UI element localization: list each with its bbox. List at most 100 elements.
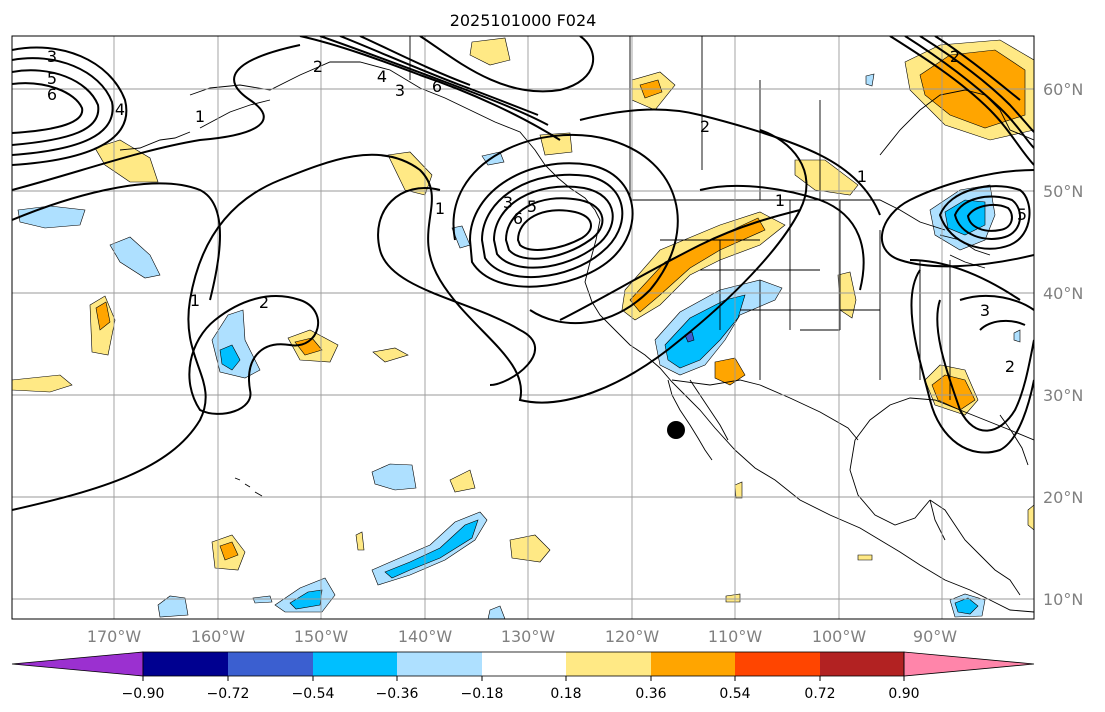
- colorbar-segment: [228, 652, 313, 676]
- map-frame: [11, 35, 1035, 620]
- contour-label: 2: [259, 293, 269, 312]
- negative-area-pacific-1: [109, 236, 161, 279]
- contour-label: 5: [47, 69, 57, 88]
- lat-tick-label: 60°N: [1043, 80, 1083, 99]
- north-america-west-coast: [584, 219, 1034, 613]
- colorbar-tick-label: 0.90: [888, 686, 919, 702]
- positive-area-pacific-w2-core: [294, 337, 323, 356]
- contour-west-us: [559, 209, 801, 321]
- contour-east-2: [936, 299, 1034, 432]
- colorbar-tick-label: 0.72: [804, 686, 835, 702]
- location-marker: [667, 421, 685, 439]
- canada-provinces: [409, 36, 821, 200]
- contour-nw-4: [12, 82, 84, 134]
- contour-nw-3: [12, 69, 100, 146]
- colorbar-segment: [735, 652, 820, 676]
- positive-area-pacific-c1: [449, 469, 476, 493]
- contour-gulf-low-5: [516, 209, 592, 251]
- contour-large-2: [12, 129, 808, 511]
- contour-alaska-1: [299, 36, 561, 141]
- contour-label: 2: [313, 57, 323, 76]
- contour-alaska-4: [359, 36, 471, 86]
- contour-label: 5: [527, 197, 537, 216]
- longitude-tick-labels: 170°W 160°W 150°W 140°W 130°W 120°W 110°…: [87, 627, 957, 646]
- colorbar-tick-label: 0.54: [719, 686, 750, 702]
- contour-east-1: [910, 269, 1034, 454]
- map-title: 2025101000 F024: [450, 11, 597, 30]
- negative-area-pacific-4: [371, 463, 417, 491]
- lon-tick-label: 140°W: [398, 627, 453, 646]
- colorbar-extend-low: [11, 651, 144, 677]
- contour-gl-low-1: [938, 185, 1031, 250]
- contour-gl-low-3: [966, 203, 1013, 232]
- positive-area-central-am: [857, 554, 873, 561]
- colorbar-segment: [313, 652, 397, 676]
- contour-gulf-low-3: [492, 185, 614, 269]
- positive-area-pacific-w4: [12, 374, 73, 393]
- contour-label: 2: [950, 47, 960, 66]
- lat-tick-label: 10°N: [1043, 590, 1083, 609]
- lon-tick-label: 90°W: [913, 627, 957, 646]
- contour-label: 3: [395, 81, 405, 100]
- colorbar-ticks: [142, 676, 905, 681]
- gulf-coast: [849, 397, 1034, 526]
- colorbar-segment: [651, 652, 735, 676]
- contour-nw-1: [12, 46, 128, 166]
- lon-tick-label: 160°W: [191, 627, 246, 646]
- positive-area-pacific-s1-core: [219, 541, 239, 561]
- contour-east-3: [959, 294, 1034, 311]
- latitude-tick-labels: 10°N 20°N 30°N 40°N 50°N 60°N: [1043, 80, 1083, 609]
- contour-label: 6: [513, 209, 523, 228]
- colorbar-tick-label: 0.36: [635, 686, 666, 702]
- lat-tick-label: 40°N: [1043, 284, 1083, 303]
- contour-hudson-2: [904, 36, 1034, 149]
- lon-tick-label: 120°W: [605, 627, 660, 646]
- colorbar-tick-label: −0.72: [207, 686, 250, 702]
- colorbar-tick-label: −0.36: [376, 686, 419, 702]
- positive-area-prairies: [794, 159, 859, 196]
- contour-hudson-3: [919, 36, 1034, 133]
- colorbar-segment: [566, 652, 651, 676]
- positive-area-dateline: [94, 139, 159, 183]
- contour-nw-outer: [12, 44, 301, 191]
- contour-label: 3: [503, 193, 513, 212]
- contour-gulf-low-2: [480, 173, 624, 279]
- colorbar-segment: [397, 652, 482, 676]
- negative-area-pacific-8: [252, 595, 273, 604]
- lon-tick-label: 110°W: [708, 627, 763, 646]
- contour-lines: [12, 36, 1034, 511]
- positive-area-mexico: [734, 481, 743, 499]
- negative-area-pacific-9: [487, 605, 506, 619]
- contour-nw-2: [12, 57, 114, 156]
- contour-hudson-4: [934, 36, 1021, 101]
- contour-label: 3: [980, 301, 990, 320]
- contour-label: 5: [1017, 205, 1027, 224]
- contour-gl-outer: [881, 169, 1034, 268]
- contour-label-group: 3 5 6 4 2 1 1 2 3 5 6 1 2 1 6 4 3 2 5 3 …: [47, 47, 1027, 376]
- contour-bc-2: [579, 108, 881, 216]
- colorbar: −0.90 −0.72 −0.54 −0.36 −0.18 0.18 0.36 …: [11, 651, 1035, 702]
- contour-alaska-3: [339, 36, 539, 116]
- contour-alaska-2: [319, 36, 549, 126]
- contour-label: 4: [377, 67, 387, 86]
- colorbar-segment: [820, 652, 904, 676]
- contour-mex: [909, 259, 1021, 301]
- positive-area-alaska-north: [469, 37, 511, 66]
- contour-pacific-big: [12, 182, 221, 301]
- positive-area-pacific-w1-core: [95, 301, 111, 331]
- contour-label: 4: [115, 100, 125, 119]
- colorbar-segment: [143, 652, 228, 676]
- anomaly-shading: [12, 37, 1034, 619]
- contour-gl-low-2: [953, 195, 1021, 240]
- hudson-bay-coast: [879, 89, 1034, 156]
- contour-label: 1: [857, 167, 867, 186]
- contour-label: 1: [435, 199, 445, 218]
- lon-tick-label: 150°W: [294, 627, 349, 646]
- positive-area-pacific-ne: [387, 151, 433, 196]
- hawaii-islands: [234, 477, 263, 497]
- contour-low-outer-1: [452, 133, 679, 325]
- positive-area-pacific-s2: [509, 534, 551, 563]
- colorbar-extend-high: [903, 651, 1035, 677]
- positive-area-gulf: [539, 132, 573, 156]
